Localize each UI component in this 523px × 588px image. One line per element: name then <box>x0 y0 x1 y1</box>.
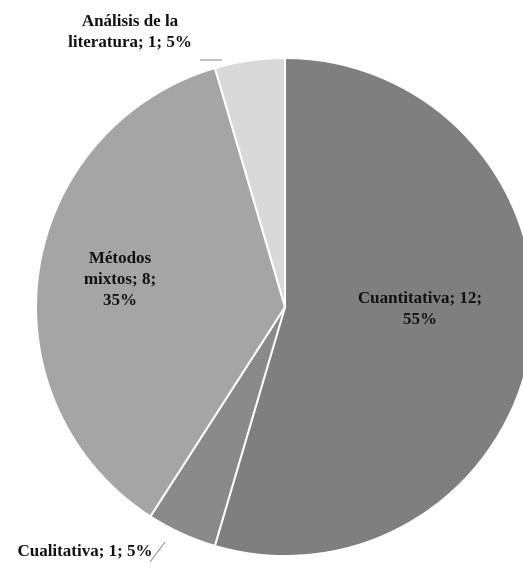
data-label: Métodos mixtos; 8; 35% <box>83 248 157 309</box>
data-label: Cuantitativa; 12; 55% <box>357 288 483 328</box>
pie-slice <box>213 56 523 557</box>
leader-line <box>149 541 166 563</box>
pie-slice <box>35 66 287 518</box>
pie-slice <box>213 56 286 308</box>
data-label: Cualitativa; 1; 5% <box>17 541 153 560</box>
data-label: Análisis de la literatura; 1; 5% <box>68 11 192 51</box>
